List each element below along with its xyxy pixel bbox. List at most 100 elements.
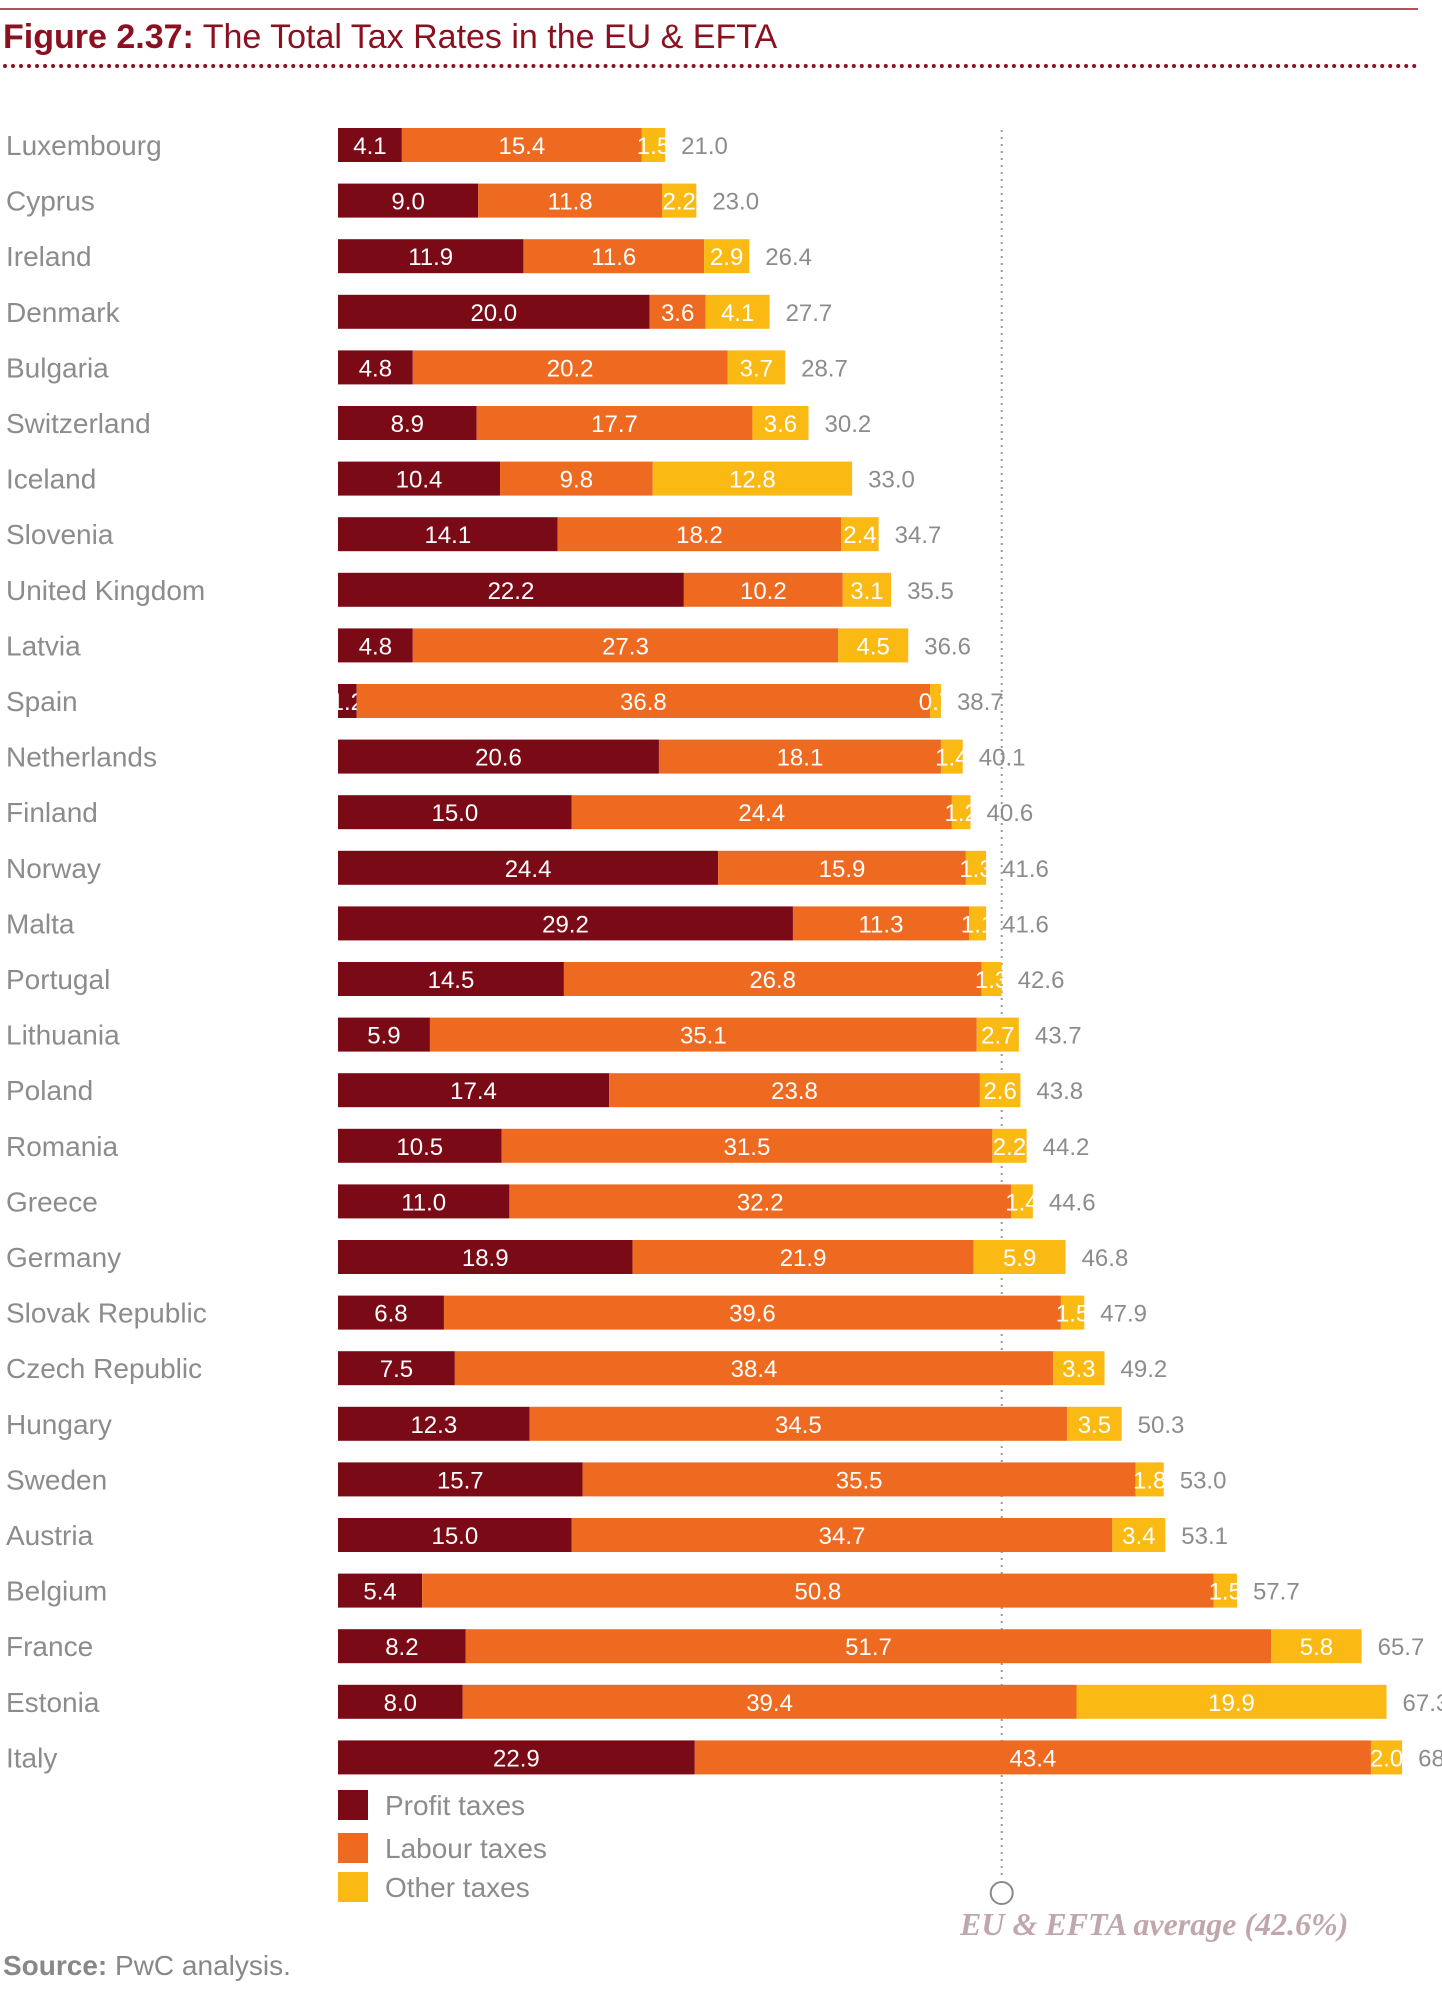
bar-profit-taxes-austria [338,1518,572,1552]
value-other-taxes-austria: 3.4 [1122,1523,1155,1550]
value-profit-taxes-switzerland: 8.9 [391,411,424,438]
value-profit-taxes-lithuania: 5.9 [367,1023,400,1050]
average-marker [989,1881,1014,1905]
value-profit-taxes-ireland: 11.9 [408,244,453,271]
bar-profit-taxes-estonia [338,1684,463,1719]
value-profit-taxes-malta: 29.2 [542,911,589,938]
value-labour-taxes-malta: 11.3 [858,911,903,938]
country-label-hungary: Hungary [6,1409,112,1440]
value-labour-taxes-czech-republic: 38.4 [731,1356,778,1383]
bar-other-taxes-luxembourg [641,128,666,162]
bar-profit-taxes-switzerland [338,406,477,440]
total-label-malta: 41.6 [1002,911,1049,938]
value-profit-taxes-slovak-republic: 6.8 [374,1301,407,1328]
value-labour-taxes-slovak-republic: 39.6 [729,1301,776,1328]
value-other-taxes-germany: 5.9 [1003,1245,1036,1272]
bar-profit-taxes-lithuania [338,1017,430,1052]
total-label-latvia: 36.6 [924,633,971,660]
value-labour-taxes-belgium: 50.8 [795,1579,842,1606]
bar-other-taxes-netherlands [940,739,963,774]
value-profit-taxes-denmark: 20.0 [470,300,517,327]
legend-label-other-taxes: Other taxes [385,1872,530,1903]
bar-other-taxes-france [1271,1629,1362,1664]
bar-profit-taxes-bulgaria [338,350,413,385]
value-labour-taxes-spain: 36.8 [620,689,667,716]
total-label-estonia: 67.3 [1403,1690,1442,1717]
value-labour-taxes-portugal: 26.8 [749,967,796,994]
country-label-malta: Malta [6,908,75,939]
bar-profit-taxes-hungary [338,1406,530,1441]
legend-swatch-other-taxes [338,1872,368,1902]
figure-title: Figure 2.37: The Total Tax Rates in the … [3,18,777,57]
country-label-spain: Spain [6,686,78,717]
bar-profit-taxes-italy [338,1740,695,1775]
value-labour-taxes-lithuania: 35.1 [680,1023,727,1050]
value-other-taxes-united-kingdom: 3.1 [850,578,883,605]
country-label-bulgaria: Bulgaria [6,352,109,383]
value-profit-taxes-slovenia: 14.1 [424,522,471,549]
value-labour-taxes-cyprus: 11.8 [548,189,593,216]
legend-swatch-profit-taxes [338,1790,368,1820]
value-other-taxes-ireland: 2.9 [710,244,743,271]
bar-profit-taxes-ireland [338,239,524,274]
value-labour-taxes-hungary: 34.5 [775,1412,822,1439]
total-label-denmark: 27.7 [786,300,833,327]
value-other-taxes-slovenia: 2.4 [843,522,876,549]
bar-profit-taxes-denmark [338,294,650,329]
value-profit-taxes-united-kingdom: 22.2 [488,578,535,605]
value-profit-taxes-estonia: 8.0 [384,1690,417,1717]
bar-other-taxes-finland [951,795,971,830]
source-note: Source: PwC analysis. [3,1950,291,1982]
value-other-taxes-hungary: 3.5 [1078,1412,1111,1439]
value-labour-taxes-iceland: 9.8 [560,467,593,494]
value-profit-taxes-luxembourg: 4.1 [353,133,386,160]
bar-profit-taxes-latvia [338,628,413,663]
total-label-hungary: 50.3 [1138,1412,1185,1439]
total-label-poland: 43.8 [1036,1078,1083,1105]
bar-profit-taxes-sweden [338,1462,583,1497]
bar-labour-taxes-ireland [523,239,705,274]
value-labour-taxes-italy: 43.4 [1010,1745,1057,1772]
figure-number: Figure 2.37: [3,18,194,56]
bar-labour-taxes-netherlands [658,739,941,774]
value-profit-taxes-netherlands: 20.6 [475,745,522,772]
total-label-sweden: 53.0 [1180,1467,1227,1494]
total-label-italy: 68.3 [1418,1745,1442,1772]
total-label-switzerland: 30.2 [825,411,872,438]
bar-other-taxes-slovenia [841,517,879,552]
country-label-united-kingdom: United Kingdom [6,575,205,606]
bar-labour-taxes-switzerland [476,406,753,440]
country-label-norway: Norway [6,853,101,884]
value-labour-taxes-finland: 24.4 [738,800,785,827]
value-profit-taxes-greece: 11.0 [401,1189,446,1216]
bar-labour-taxes-italy [694,1740,1371,1775]
bar-other-taxes-denmark [705,294,770,329]
bar-other-taxes-poland [979,1073,1021,1108]
value-labour-taxes-poland: 23.8 [771,1078,818,1105]
value-labour-taxes-denmark: 3.6 [661,300,694,327]
bar-other-taxes-czech-republic [1053,1351,1105,1386]
value-other-taxes-finland: 1.2 [945,800,978,827]
country-label-slovak-republic: Slovak Republic [6,1298,207,1329]
average-label: EU & EFTA average (42.6%) [960,1906,1349,1942]
bar-labour-taxes-germany [632,1240,974,1274]
bar-labour-taxes-poland [609,1073,980,1108]
total-label-cyprus: 23.0 [712,189,759,216]
bar-labour-taxes-slovak-republic [443,1295,1061,1330]
bar-other-taxes-germany [973,1240,1066,1274]
bar-other-taxes-united-kingdom [842,572,892,607]
country-label-luxembourg: Luxembourg [6,130,162,161]
value-profit-taxes-finland: 15.0 [431,800,478,827]
total-label-united-kingdom: 35.5 [907,578,954,605]
value-labour-taxes-france: 51.7 [845,1634,892,1661]
value-labour-taxes-austria: 34.7 [819,1523,866,1550]
bar-other-taxes-lithuania [976,1017,1019,1052]
total-label-austria: 53.1 [1181,1523,1228,1550]
legend-label-profit-taxes: Profit taxes [385,1790,525,1821]
country-label-austria: Austria [6,1520,94,1551]
country-label-denmark: Denmark [6,297,121,328]
bar-profit-taxes-germany [338,1240,633,1274]
value-other-taxes-switzerland: 3.6 [764,411,797,438]
value-other-taxes-luxembourg: 1.5 [637,133,670,160]
bar-labour-taxes-norway [718,850,966,885]
